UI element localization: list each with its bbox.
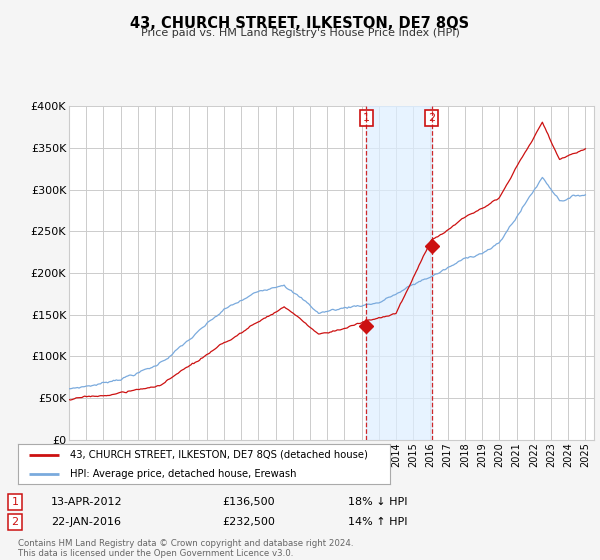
Text: £232,500: £232,500	[222, 517, 275, 527]
Text: 43, CHURCH STREET, ILKESTON, DE7 8QS (detached house): 43, CHURCH STREET, ILKESTON, DE7 8QS (de…	[70, 450, 368, 460]
Text: 13-APR-2012: 13-APR-2012	[51, 497, 122, 507]
Text: 18% ↓ HPI: 18% ↓ HPI	[348, 497, 407, 507]
Text: 2: 2	[11, 517, 19, 527]
Text: £136,500: £136,500	[222, 497, 275, 507]
Bar	[367, 106, 431, 440]
Text: Contains HM Land Registry data © Crown copyright and database right 2024.
This d: Contains HM Land Registry data © Crown c…	[18, 539, 353, 558]
Text: 14% ↑ HPI: 14% ↑ HPI	[348, 517, 407, 527]
Text: Price paid vs. HM Land Registry's House Price Index (HPI): Price paid vs. HM Land Registry's House …	[140, 28, 460, 38]
Text: 1: 1	[363, 113, 370, 123]
Text: HPI: Average price, detached house, Erewash: HPI: Average price, detached house, Erew…	[70, 469, 296, 478]
Text: 2: 2	[428, 113, 435, 123]
Text: 1: 1	[11, 497, 19, 507]
Text: 43, CHURCH STREET, ILKESTON, DE7 8QS: 43, CHURCH STREET, ILKESTON, DE7 8QS	[130, 16, 470, 31]
Text: 22-JAN-2016: 22-JAN-2016	[51, 517, 121, 527]
